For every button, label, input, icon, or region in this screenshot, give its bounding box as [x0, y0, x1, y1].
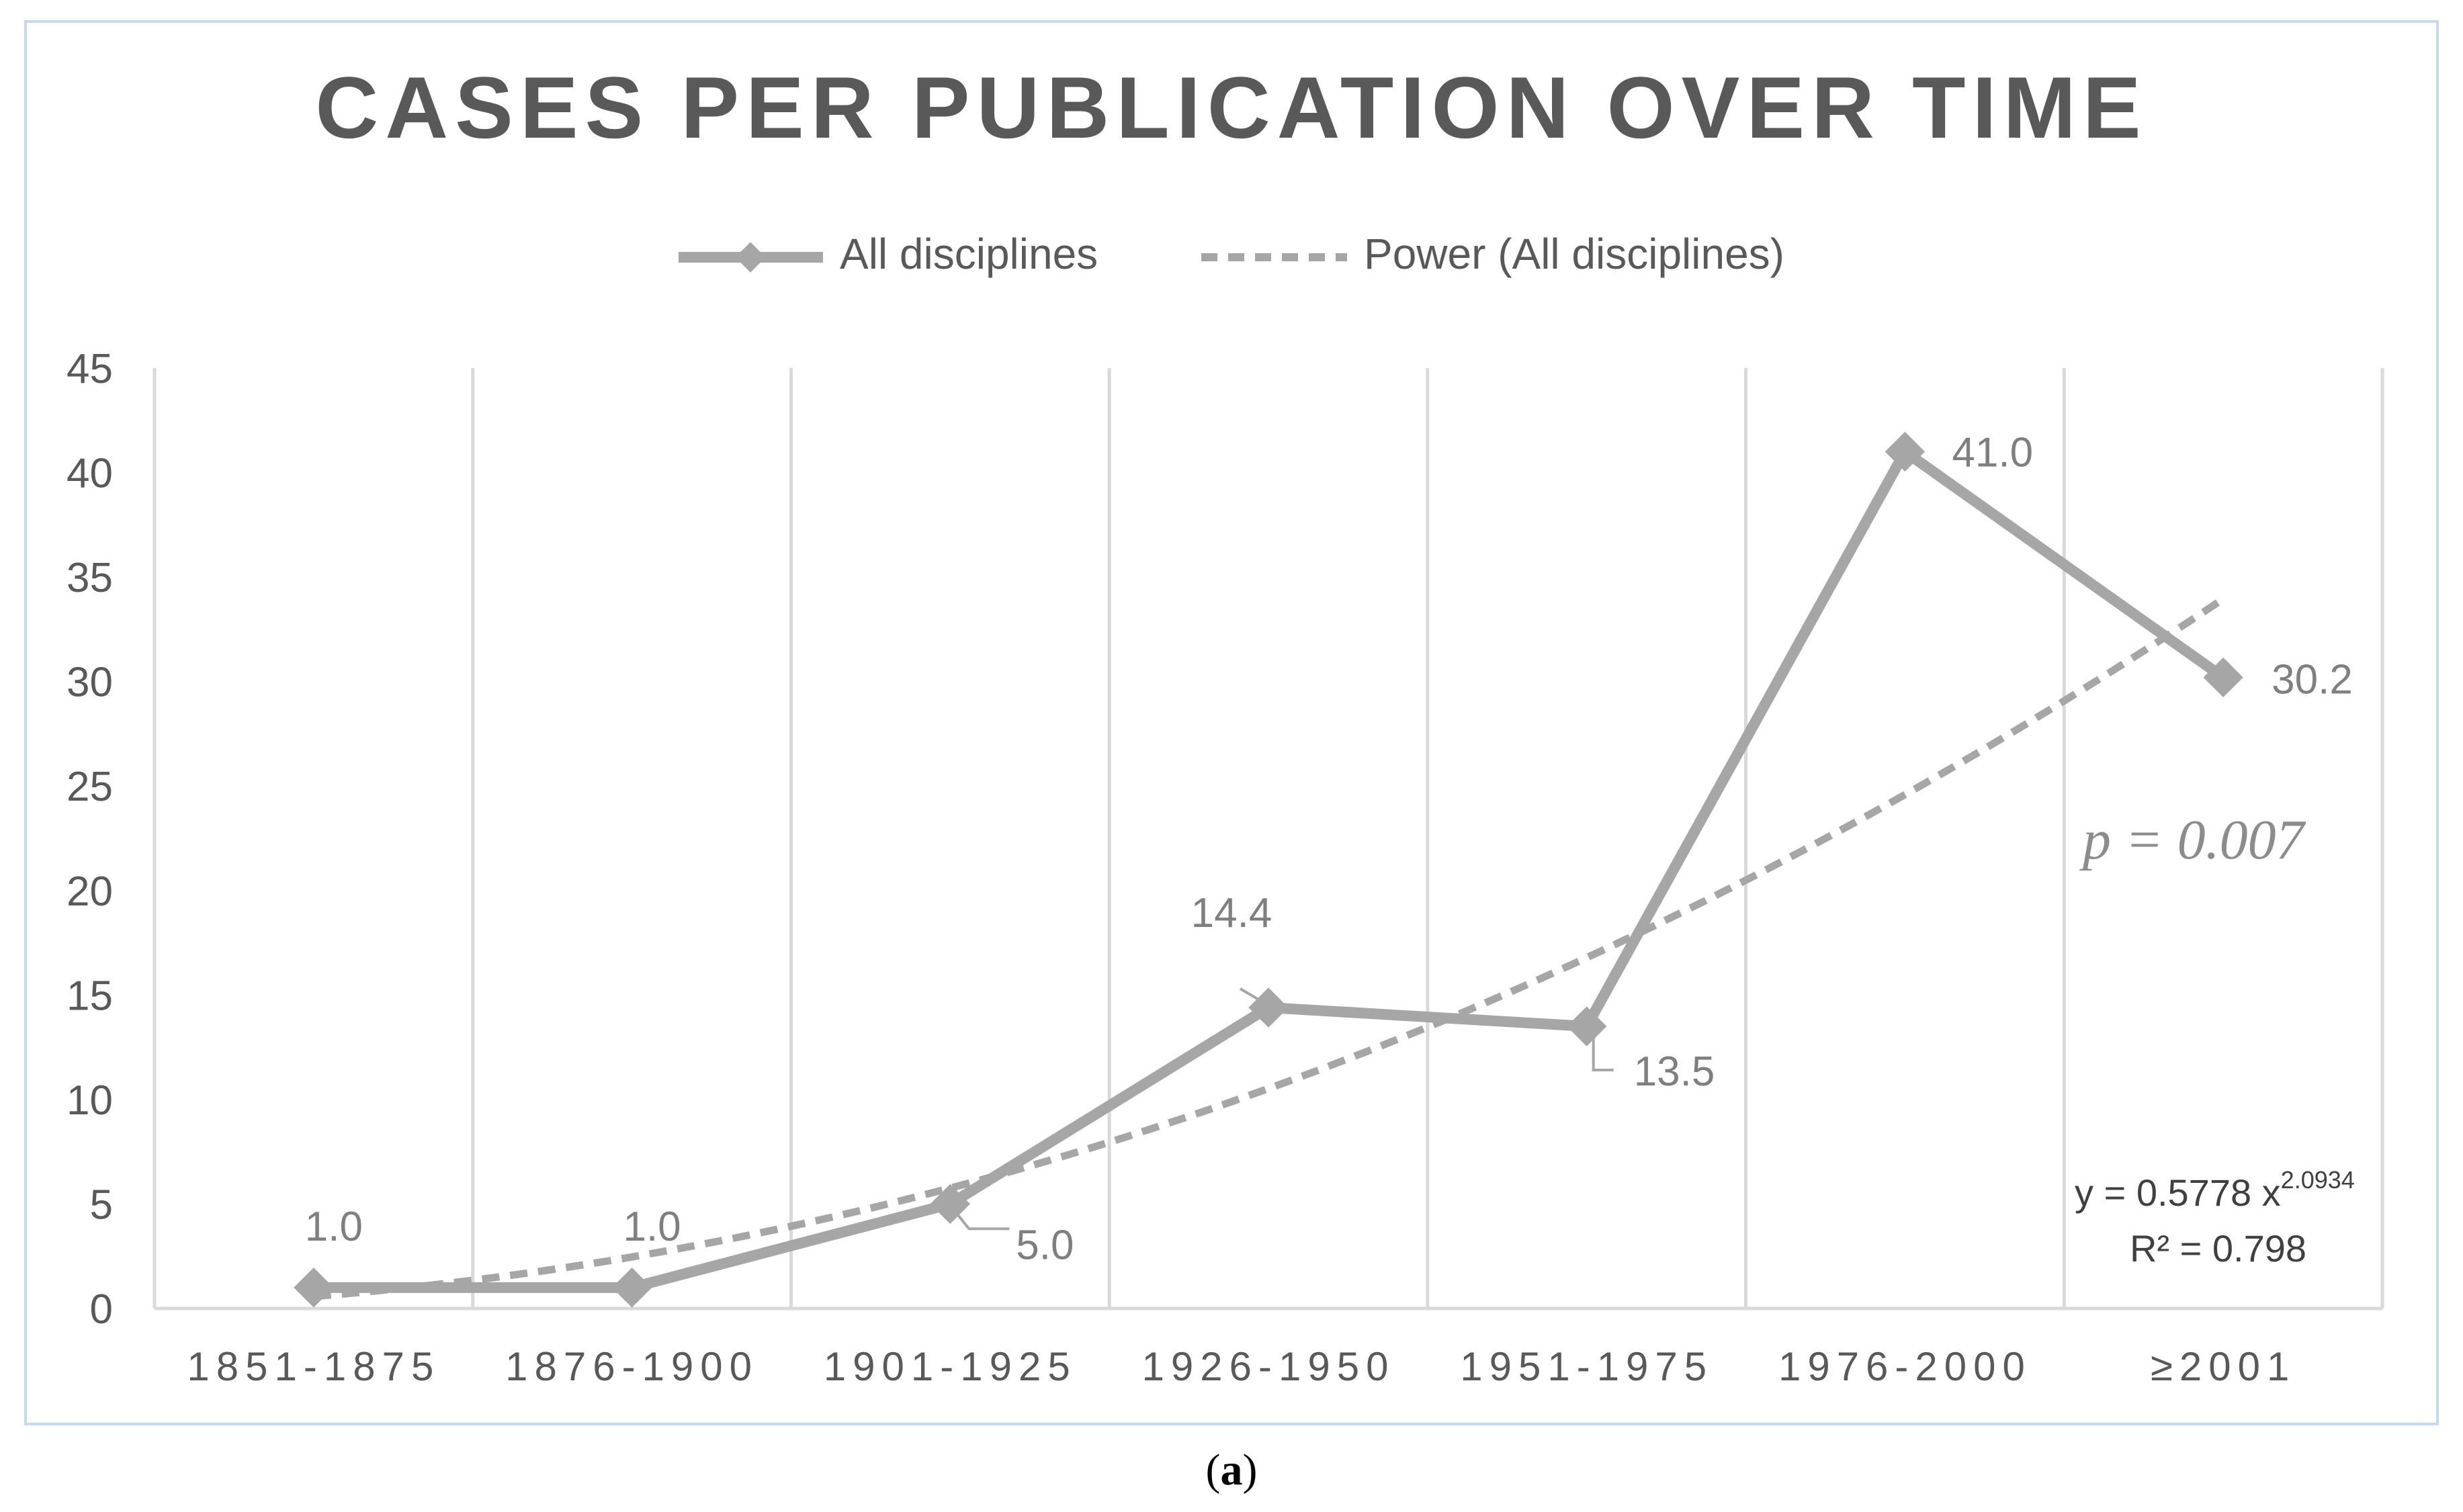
x-tick-label: 1901-1925 [824, 1344, 1077, 1389]
equation-text: y = 0.5778 x2.0934 [2075, 1166, 2355, 1214]
y-tick-label: 0 [90, 1286, 113, 1333]
y-tick-label: 20 [67, 869, 113, 915]
caption-letter: a [1221, 1446, 1243, 1495]
x-axis: 1851-1875 1876-1900 1901-1925 1926-1950 1951… [187, 1344, 2296, 1389]
x-tick-label: 1876-1900 [505, 1344, 759, 1389]
data-point-marker [930, 1184, 970, 1225]
r-squared-text: R² = 0.798 [2130, 1227, 2306, 1270]
y-tick-label: 15 [67, 973, 113, 1019]
y-tick-label: 30 [67, 660, 113, 706]
x-tick-label: 1976-2000 [1778, 1344, 2032, 1389]
y-tick-label: 5 [90, 1182, 113, 1228]
gridlines [153, 368, 2384, 1310]
data-point-marker [611, 1268, 652, 1308]
legend-trend-label: Power (All disciplines) [1364, 230, 1784, 278]
data-labels: 1.0 1.0 5.0 14.4 13.5 41.0 30.2 [305, 429, 2353, 1268]
x-tick-label: ≥2001 [2151, 1344, 2296, 1389]
trendline-power [313, 596, 2226, 1300]
p-value-label: p = 0.007 [2079, 809, 2306, 871]
data-point-marker [294, 1268, 334, 1308]
legend: All disciplines Power (All disciplines) [679, 230, 1784, 278]
x-tick-label: 1851-1875 [187, 1344, 440, 1389]
trendline [313, 596, 2226, 1300]
series-all-disciplines [294, 431, 2243, 1308]
y-tick-label: 25 [67, 764, 113, 810]
data-label-leader [1592, 1026, 1614, 1071]
x-tick-label: 1926-1950 [1142, 1344, 1395, 1389]
figure-caption: (a) [1206, 1446, 1258, 1495]
x-tick-label: 1951-1975 [1460, 1344, 1713, 1389]
data-label: 1.0 [623, 1204, 681, 1250]
data-label: 14.4 [1191, 890, 1272, 936]
series-line [313, 446, 2227, 1293]
caption-close: ) [1243, 1446, 1258, 1495]
data-label: 1.0 [305, 1204, 363, 1250]
data-point-marker [1567, 1006, 1607, 1047]
data-label: 30.2 [2272, 656, 2353, 703]
equation-prefix: y = 0.5778 x [2075, 1171, 2281, 1214]
legend-diamond-marker [735, 242, 766, 273]
data-point-marker [1248, 987, 1289, 1028]
caption-open: ( [1206, 1446, 1221, 1495]
y-tick-label: 45 [67, 346, 113, 392]
data-label: 41.0 [1952, 429, 2033, 476]
legend-series-label: All disciplines [840, 230, 1098, 278]
data-label-leader [1239, 987, 1264, 1004]
data-label-leader [954, 1211, 1010, 1231]
y-axis: 0 5 10 15 20 25 30 35 40 45 [67, 346, 113, 1333]
data-label: 5.0 [1016, 1222, 1074, 1268]
y-tick-label: 35 [67, 555, 113, 601]
y-tick-label: 10 [67, 1077, 113, 1124]
equation-exponent: 2.0934 [2281, 1166, 2355, 1194]
data-label: 13.5 [1634, 1049, 1715, 1095]
equation-box: y = 0.5778 x2.0934 R² = 0.798 [2075, 1166, 2355, 1270]
y-tick-label: 40 [67, 451, 113, 497]
chart-title: CASES PER PUBLICATION OVER TIME [315, 58, 2147, 157]
